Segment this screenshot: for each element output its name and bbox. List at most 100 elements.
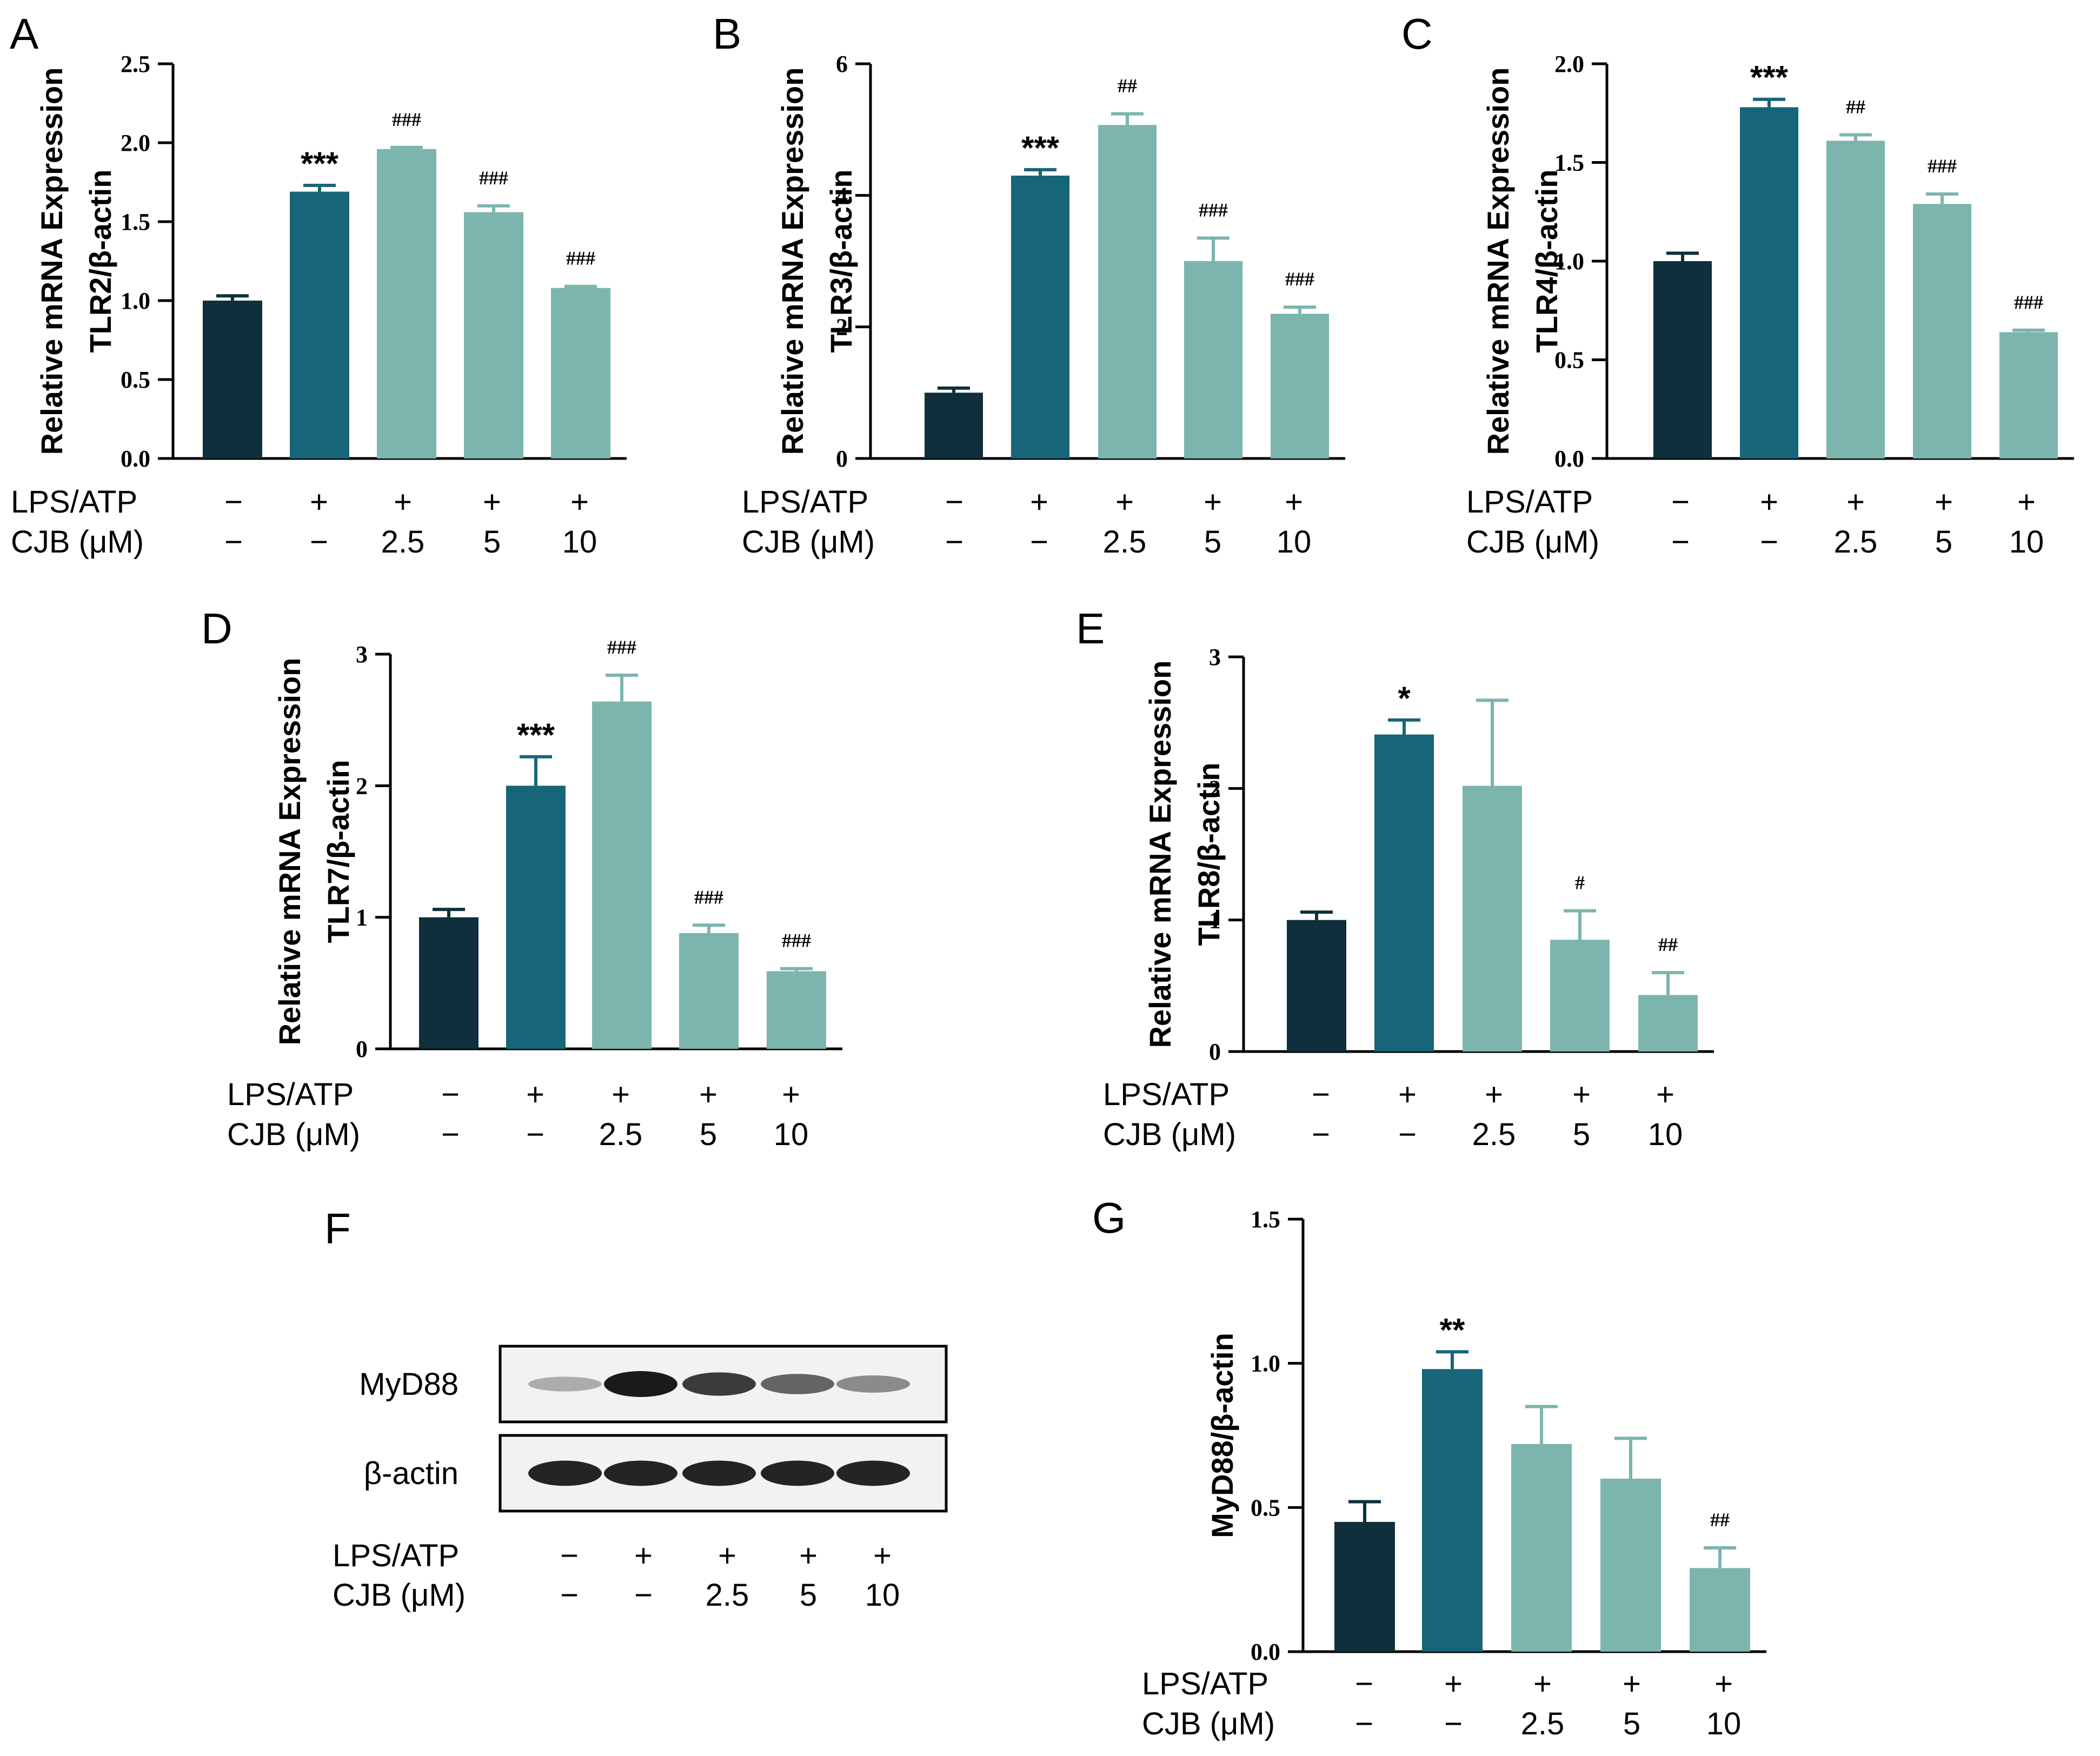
panel-f-lps-atp-sign: − — [560, 1538, 579, 1573]
panel-f-cjb-label: CJB (μM) — [333, 1578, 466, 1613]
panel-a-cjb-dose: 5 — [483, 524, 501, 560]
panel-d-ytick-label: 1 — [356, 904, 368, 931]
panel-d-cjb-dose: 2.5 — [599, 1117, 643, 1152]
panel-b-lps-atp-sign: + — [1115, 484, 1134, 520]
panel-a-lps-atp-sign: + — [394, 484, 412, 520]
panel-c-significance-label: ### — [1928, 155, 1957, 177]
panel-g-bar — [1422, 1369, 1483, 1652]
panel-a-ytick-label: 0.5 — [121, 367, 150, 393]
panel-e-ytick-label: 3 — [1209, 644, 1221, 670]
panel-e-lps-atp-sign: + — [1656, 1077, 1674, 1112]
blot-row-label: β-actin — [364, 1456, 458, 1491]
panel-a-bar — [377, 149, 436, 458]
panel-b-bar — [1184, 261, 1242, 458]
panel-e-significance-label: # — [1575, 872, 1585, 894]
panel-c-bar — [1826, 141, 1885, 459]
panel-b-bar — [925, 393, 983, 458]
panel-f-blot: F MyD88 β-actin — [324, 1205, 948, 1513]
panel-c-ytick-label: 1.0 — [1554, 248, 1584, 275]
panel-g-lps-atp-label: LPS/ATP — [1142, 1666, 1268, 1701]
panel-a-lps-atp-sign: + — [310, 484, 328, 520]
panel-e-cjb-label: CJB (μM) — [1103, 1117, 1236, 1152]
panel-g-cjb-dose: − — [1444, 1706, 1463, 1741]
panel-g-bar — [1600, 1479, 1661, 1652]
panel-f-cjb-dose: − — [634, 1578, 653, 1613]
panel-b-cjb-dose: 5 — [1204, 524, 1221, 560]
panel-g-conditions: LPS/ATP CJB (μM) − + + + + − − 2.5 5 10 — [1142, 1666, 1741, 1741]
panel-c-bar — [1740, 107, 1798, 459]
blot-band — [761, 1460, 834, 1486]
panel-e-bar — [1550, 940, 1610, 1052]
panel-g-cjb-dose: 2.5 — [1521, 1706, 1565, 1741]
panel-e-cjb-dose: − — [1312, 1117, 1330, 1152]
panel-c-cjb-dose: 5 — [1935, 524, 1952, 560]
panel-g-lps-atp-sign: + — [1623, 1666, 1641, 1701]
panel-a-cjb-dose: 2.5 — [381, 524, 425, 560]
blot-row-label: MyD88 — [359, 1367, 458, 1402]
panel-b-ytick-label: 2 — [836, 314, 848, 341]
panel-c-lps-atp-sign: + — [1760, 484, 1778, 520]
panel-d-ytick-label: 2 — [356, 773, 368, 799]
panel-a-significance-label: ### — [392, 109, 421, 130]
panel-c-conditions: LPS/ATP CJB (μM) − + + + + − − 2.5 5 10 — [1466, 484, 2044, 560]
panel-a-significance-label: *** — [301, 145, 339, 182]
panel-g-ylabel-line2: MyD88/β-actin — [1205, 1333, 1239, 1538]
panel-g-lps-atp-sign: + — [1533, 1666, 1552, 1701]
panel-a-significance-label: ### — [566, 248, 595, 269]
panel-a-conditions: LPS/ATP CJB (μM) − + + + + − − 2.5 5 10 — [11, 484, 597, 560]
panel-a-cjb-dose: 10 — [562, 524, 597, 560]
panel-e-bar — [1287, 920, 1346, 1052]
panel-f-lps-atp-sign: + — [799, 1538, 818, 1573]
panel-f-lps-atp-label: LPS/ATP — [333, 1538, 459, 1573]
panel-b-lps-atp-sign: + — [1204, 484, 1222, 520]
panel-b-significance-label: ### — [1199, 199, 1228, 221]
panel-c-ytick-label: 2.0 — [1554, 51, 1584, 77]
panel-c-bar — [1653, 261, 1712, 458]
panel-b-letter: B — [713, 10, 741, 58]
panel-b-ylabel-line2: TLR3/β-actin — [824, 169, 858, 352]
panel-b-significance-label: ## — [1118, 75, 1137, 96]
panel-a-cjb-dose: − — [310, 524, 328, 560]
panel-b-chart: B Relative mRNA Expression TLR3/β-actin 0 2 4… — [713, 10, 1345, 472]
panel-a-bar — [290, 191, 349, 458]
panel-g-bar — [1690, 1568, 1750, 1652]
blot-band — [836, 1460, 910, 1486]
panel-g-significance-label: ## — [1710, 1509, 1730, 1531]
blot-band — [836, 1375, 910, 1393]
panel-g-cjb-dose: 5 — [1623, 1706, 1640, 1741]
panel-g-bar — [1334, 1522, 1395, 1652]
panel-c-ylabel-line2: TLR4/β-actin — [1530, 169, 1564, 352]
panel-g-letter: G — [1092, 1194, 1126, 1242]
panel-d-ylabel-line2: TLR7/β-actin — [321, 760, 355, 943]
panel-a-bar — [464, 212, 523, 458]
panel-a-ytick-label: 1.5 — [121, 209, 150, 235]
panel-b-bar — [1271, 314, 1329, 458]
panel-c-lps-atp-sign: + — [2017, 484, 2036, 520]
panel-d-cjb-dose: − — [526, 1117, 544, 1152]
panel-a-significance-label: ### — [479, 167, 508, 189]
panel-c-chart: C Relative mRNA Expression TLR4/β-actin 0.0… — [1401, 10, 2074, 472]
panel-e-bar — [1374, 734, 1434, 1052]
panel-d-lps-atp-sign: + — [699, 1077, 717, 1112]
panel-d-cjb-dose: 10 — [774, 1117, 809, 1152]
panel-e-ytick-label: 1 — [1209, 907, 1221, 934]
panel-a-lps-atp-label: LPS/ATP — [11, 484, 137, 520]
panel-a-ylabel-line2: TLR2/β-actin — [83, 169, 117, 352]
panel-d-bar — [767, 971, 826, 1049]
panel-g-cjb-label: CJB (μM) — [1142, 1706, 1275, 1741]
panel-c-lps-atp-sign: + — [1846, 484, 1865, 520]
panel-a-ytick-label: 1.0 — [121, 288, 150, 314]
panel-b-lps-atp-label: LPS/ATP — [742, 484, 868, 520]
panel-b-ylabel-line1: Relative mRNA Expression — [775, 68, 809, 455]
panel-g-bar — [1511, 1444, 1572, 1652]
panel-b-conditions: LPS/ATP CJB (μM) − + + + + − − 2.5 5 10 — [742, 484, 1311, 560]
panel-f-letter: F — [324, 1205, 351, 1253]
panel-f-cjb-dose: 2.5 — [706, 1578, 749, 1613]
panel-b-lps-atp-sign: + — [1030, 484, 1048, 520]
panel-g-ytick-label: 0.0 — [1251, 1639, 1280, 1665]
panel-b-significance-label: ### — [1285, 268, 1314, 290]
blot-band — [761, 1374, 834, 1394]
panel-e-ytick-label: 0 — [1209, 1039, 1221, 1065]
panel-c-ytick-label: 0.5 — [1554, 347, 1584, 374]
